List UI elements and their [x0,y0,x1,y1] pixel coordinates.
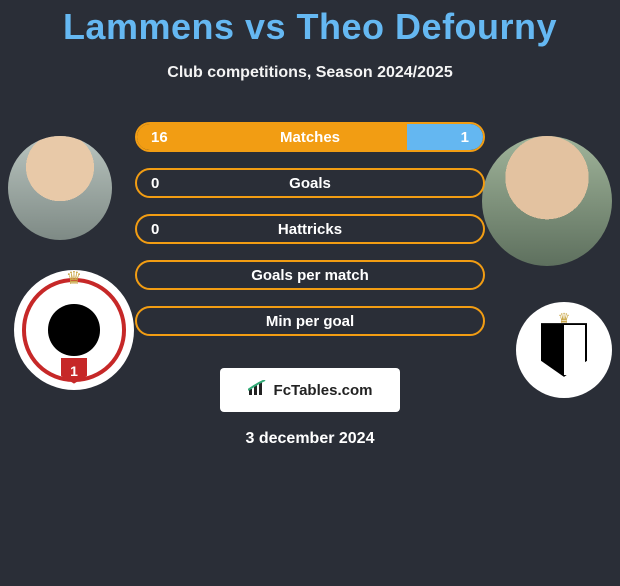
player-right-avatar [482,136,612,266]
bar-label: Min per goal [191,313,429,330]
bar-label: Hattricks [191,221,429,238]
charleroi-crest-icon: ♛ [526,312,603,389]
face-icon [8,136,112,240]
bar-value-right: 1 [429,129,483,146]
watermark-text: FcTables.com [274,382,373,399]
player-left-avatar [8,136,112,240]
face-icon [482,136,612,266]
bar-value-left: 16 [137,129,191,146]
stat-bar: 0Goals [135,168,485,198]
team-right-badge: ♛ [516,302,612,398]
stat-bar: Min per goal [135,306,485,336]
bar-value-left: 0 [137,221,191,238]
shield-icon [541,323,587,377]
comparison-panel: ♛ 1 ♛ 16Matches10Goals0HattricksGoals pe… [0,122,620,448]
chart-icon [248,380,268,400]
subtitle: Club competitions, Season 2024/2025 [0,64,620,82]
stat-bar: 0Hattricks [135,214,485,244]
crown-icon: ♛ [66,268,82,289]
bar-label: Matches [191,129,429,146]
date: 3 december 2024 [0,430,620,448]
stat-bars: 16Matches10Goals0HattricksGoals per matc… [135,122,485,336]
watermark: FcTables.com [220,368,400,412]
bar-label: Goals per match [191,267,429,284]
bar-value-left: 0 [137,175,191,192]
page-title: Lammens vs Theo Defourny [0,6,620,48]
antwerp-crest-icon: ♛ 1 [22,278,125,381]
team-left-badge: ♛ 1 [14,270,134,390]
pennant-icon: 1 [61,358,87,384]
stat-bar: Goals per match [135,260,485,290]
bar-label: Goals [191,175,429,192]
stat-bar: 16Matches1 [135,122,485,152]
